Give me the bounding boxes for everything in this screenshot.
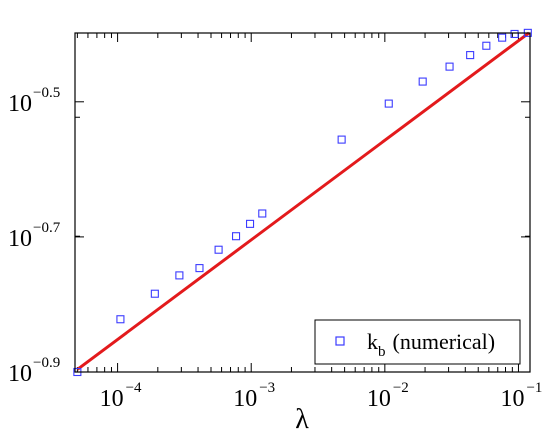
data-point-marker (498, 33, 507, 42)
data-point-marker (245, 219, 255, 228)
x-tick-label: 10 (233, 386, 257, 412)
legend-label-main: k (367, 329, 378, 354)
plot-frame (74, 32, 531, 373)
data-point-marker (510, 29, 519, 39)
x-tick-label-exponent: −2 (393, 380, 409, 396)
x-tick-label-exponent: −4 (126, 380, 142, 396)
x-tick-label: 10 (500, 386, 524, 412)
data-point-marker (445, 62, 454, 71)
data-point-marker (258, 209, 267, 218)
data-point-marker (418, 77, 427, 86)
x-tick-label-exponent: −1 (526, 380, 542, 396)
data-point-marker (466, 51, 475, 60)
x-tick-label-exponent: −3 (259, 380, 275, 396)
legend-label-subscript: b (378, 344, 386, 360)
data-point-marker (116, 315, 125, 324)
data-point-marker (150, 289, 159, 298)
data-point-marker (384, 99, 393, 108)
data-point-marker (337, 135, 346, 144)
data-point-marker (214, 245, 223, 254)
tick-label-layer: 10 −4 10 −3 10 −2 10 −110 −0.910 −0.710 −0.5 (8, 85, 542, 412)
legend-label-suffix: (numerical) (393, 329, 496, 354)
data-point-marker (482, 41, 491, 50)
y-tick-label-exponent: −0.7 (33, 220, 61, 236)
legend-marker-icon (335, 336, 345, 346)
x-tick-label: 10 (100, 386, 124, 412)
data-point-marker (195, 264, 204, 273)
x-axis-label: λ (295, 404, 309, 435)
legend: kb (numerical) (314, 319, 521, 365)
legend-label: kb (numerical) (367, 329, 495, 360)
y-tick-label: 10 (8, 226, 32, 252)
fit-line-layer (76, 31, 530, 371)
legend-box (314, 319, 521, 365)
y-tick-label: 10 (8, 91, 32, 117)
data-point-marker (231, 232, 241, 241)
y-tick-label-exponent: −0.9 (33, 355, 60, 371)
y-tick-label: 10 (8, 361, 32, 387)
x-tick-label: 10 (367, 386, 391, 412)
y-tick-label-exponent: −0.5 (33, 85, 60, 101)
fit-line (76, 31, 530, 371)
data-point-marker (175, 271, 184, 280)
